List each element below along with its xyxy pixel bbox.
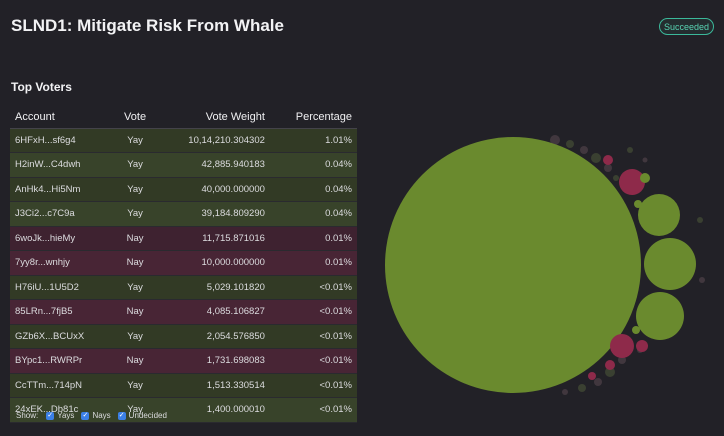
- checkbox-checked-icon[interactable]: ✓: [46, 411, 55, 420]
- page-title: SLND1: Mitigate Risk From Whale: [11, 16, 284, 35]
- cell-percentage: <0.01%: [269, 348, 357, 374]
- cell-vote-weight: 4,085.106827: [156, 299, 270, 325]
- table-row[interactable]: 24xEK...Db81c Yay 1,400.000010 <0.01%: [10, 397, 357, 423]
- bubble-yay[interactable]: [636, 292, 684, 340]
- cell-percentage: 1.01%: [269, 128, 357, 153]
- cell-vote-weight: 11,715.871016: [156, 226, 270, 251]
- bubble-nay[interactable]: [610, 334, 634, 358]
- top-voters-heading: Top Voters: [11, 80, 72, 94]
- column-header-vote-weight[interactable]: Vote Weight: [156, 106, 270, 129]
- cell-account: 24xEK...Db81c: [10, 397, 115, 423]
- column-header-vote[interactable]: Vote: [114, 106, 157, 129]
- bubble-yay-main[interactable]: [385, 137, 641, 393]
- filter-nays-label: Nays: [92, 411, 111, 420]
- cell-percentage: 0.04%: [269, 201, 357, 227]
- cell-percentage: <0.01%: [269, 275, 357, 300]
- cell-account: CcTTm...714pN: [10, 373, 115, 398]
- cell-vote: Nay: [114, 250, 157, 276]
- cell-vote-weight: 39,184.809290: [156, 201, 270, 227]
- cell-vote-weight: 42,885.940183: [156, 152, 270, 178]
- bubble-yay[interactable]: [634, 200, 642, 208]
- bubble-nay[interactable]: [603, 155, 613, 165]
- cell-vote-weight: 2,054.576850: [156, 324, 270, 349]
- cell-percentage: 0.01%: [269, 250, 357, 276]
- cell-account: 85LRn...7fjB5: [10, 299, 115, 325]
- cell-vote-weight: 1,513.330514: [156, 373, 270, 398]
- filter-undecided-label: Undecided: [128, 411, 167, 420]
- bubble-nay[interactable]: [636, 340, 648, 352]
- cell-vote: Yay: [114, 373, 157, 398]
- table-row[interactable]: 85LRn...7fjB5 Nay 4,085.106827 <0.01%: [10, 299, 357, 325]
- cell-percentage: <0.01%: [269, 299, 357, 325]
- cell-vote-weight: 10,14,210.304302: [156, 128, 270, 153]
- small-bubbles-cluster: [550, 135, 705, 395]
- bubble-yay[interactable]: [644, 238, 696, 290]
- cell-vote-weight: 5,029.101820: [156, 275, 270, 300]
- filter-label: Show:: [16, 411, 39, 420]
- cell-account: 6woJk...hieMy: [10, 226, 115, 251]
- table-row[interactable]: BYpc1...RWRPr Nay 1,731.698083 <0.01%: [10, 348, 357, 374]
- top-voters-table: Account Vote Vote Weight Percentage 6HFx…: [10, 106, 357, 423]
- bubble-nay[interactable]: [605, 360, 615, 370]
- cell-vote: Yay: [114, 275, 157, 300]
- table-row[interactable]: AnHk4...Hi5Nm Yay 40,000.000000 0.04%: [10, 177, 357, 202]
- cell-vote: Yay: [114, 201, 157, 227]
- bubble-nay[interactable]: [588, 372, 596, 380]
- column-header-account[interactable]: Account: [10, 106, 115, 129]
- cell-vote: Yay: [114, 128, 157, 153]
- column-header-percentage[interactable]: Percentage: [269, 106, 357, 129]
- checkbox-checked-icon[interactable]: ✓: [81, 411, 90, 420]
- table-row[interactable]: 7yy8r...wnhjy Nay 10,000.000000 0.01%: [10, 250, 357, 276]
- cell-vote-weight: 1,400.000010: [156, 397, 270, 423]
- cell-account: AnHk4...Hi5Nm: [10, 177, 115, 202]
- filter-yays[interactable]: ✓ Yays: [46, 411, 74, 420]
- cell-vote: Nay: [114, 226, 157, 251]
- cell-account: J3Ci2...c7C9a: [10, 201, 115, 227]
- table-row[interactable]: GZb6X...BCUxX Yay 2,054.576850 <0.01%: [10, 324, 357, 349]
- cell-vote-weight: 1,731.698083: [156, 348, 270, 374]
- cell-account: 7yy8r...wnhjy: [10, 250, 115, 276]
- cell-percentage: <0.01%: [269, 397, 357, 423]
- table-row[interactable]: 6HFxH...sf6g4 Yay 10,14,210.304302 1.01%: [10, 128, 357, 153]
- voter-bubble-chart: [385, 135, 705, 395]
- status-badge: Succeeded: [659, 18, 714, 35]
- filter-undecided[interactable]: ✓ Undecided: [117, 411, 167, 420]
- cell-vote: Nay: [114, 348, 157, 374]
- cell-vote-weight: 40,000.000000: [156, 177, 270, 202]
- cell-percentage: 0.04%: [269, 152, 357, 178]
- cell-vote-weight: 10,000.000000: [156, 250, 270, 276]
- table-row[interactable]: H76iU...1U5D2 Yay 5,029.101820 <0.01%: [10, 275, 357, 300]
- bubble-yay[interactable]: [638, 194, 680, 236]
- checkbox-checked-icon[interactable]: ✓: [117, 411, 126, 420]
- cell-vote: Yay: [114, 152, 157, 178]
- table-row[interactable]: H2inW...C4dwh Yay 42,885.940183 0.04%: [10, 152, 357, 178]
- cell-account: BYpc1...RWRPr: [10, 348, 115, 374]
- bubble-nay[interactable]: [619, 169, 645, 195]
- cell-percentage: 0.01%: [269, 226, 357, 251]
- cell-vote: Nay: [114, 299, 157, 325]
- cell-percentage: <0.01%: [269, 373, 357, 398]
- table-row[interactable]: CcTTm...714pN Yay 1,513.330514 <0.01%: [10, 373, 357, 398]
- filter-yays-label: Yays: [57, 411, 75, 420]
- table-row[interactable]: J3Ci2...c7C9a Yay 39,184.809290 0.04%: [10, 201, 357, 227]
- cell-account: H2inW...C4dwh: [10, 152, 115, 178]
- bubble-yay[interactable]: [632, 326, 640, 334]
- table-header-row: Account Vote Vote Weight Percentage: [10, 106, 357, 129]
- cell-account: 6HFxH...sf6g4: [10, 128, 115, 153]
- cell-percentage: <0.01%: [269, 324, 357, 349]
- cell-vote: Yay: [114, 324, 157, 349]
- cell-vote: Yay: [114, 177, 157, 202]
- filter-bar: Show: ✓ Yays ✓ Nays ✓ Undecided: [16, 411, 174, 420]
- cell-account: H76iU...1U5D2: [10, 275, 115, 300]
- bubble-yay[interactable]: [640, 173, 650, 183]
- cell-account: GZb6X...BCUxX: [10, 324, 115, 349]
- filter-nays[interactable]: ✓ Nays: [81, 411, 111, 420]
- table-row[interactable]: 6woJk...hieMy Nay 11,715.871016 0.01%: [10, 226, 357, 251]
- cell-percentage: 0.04%: [269, 177, 357, 202]
